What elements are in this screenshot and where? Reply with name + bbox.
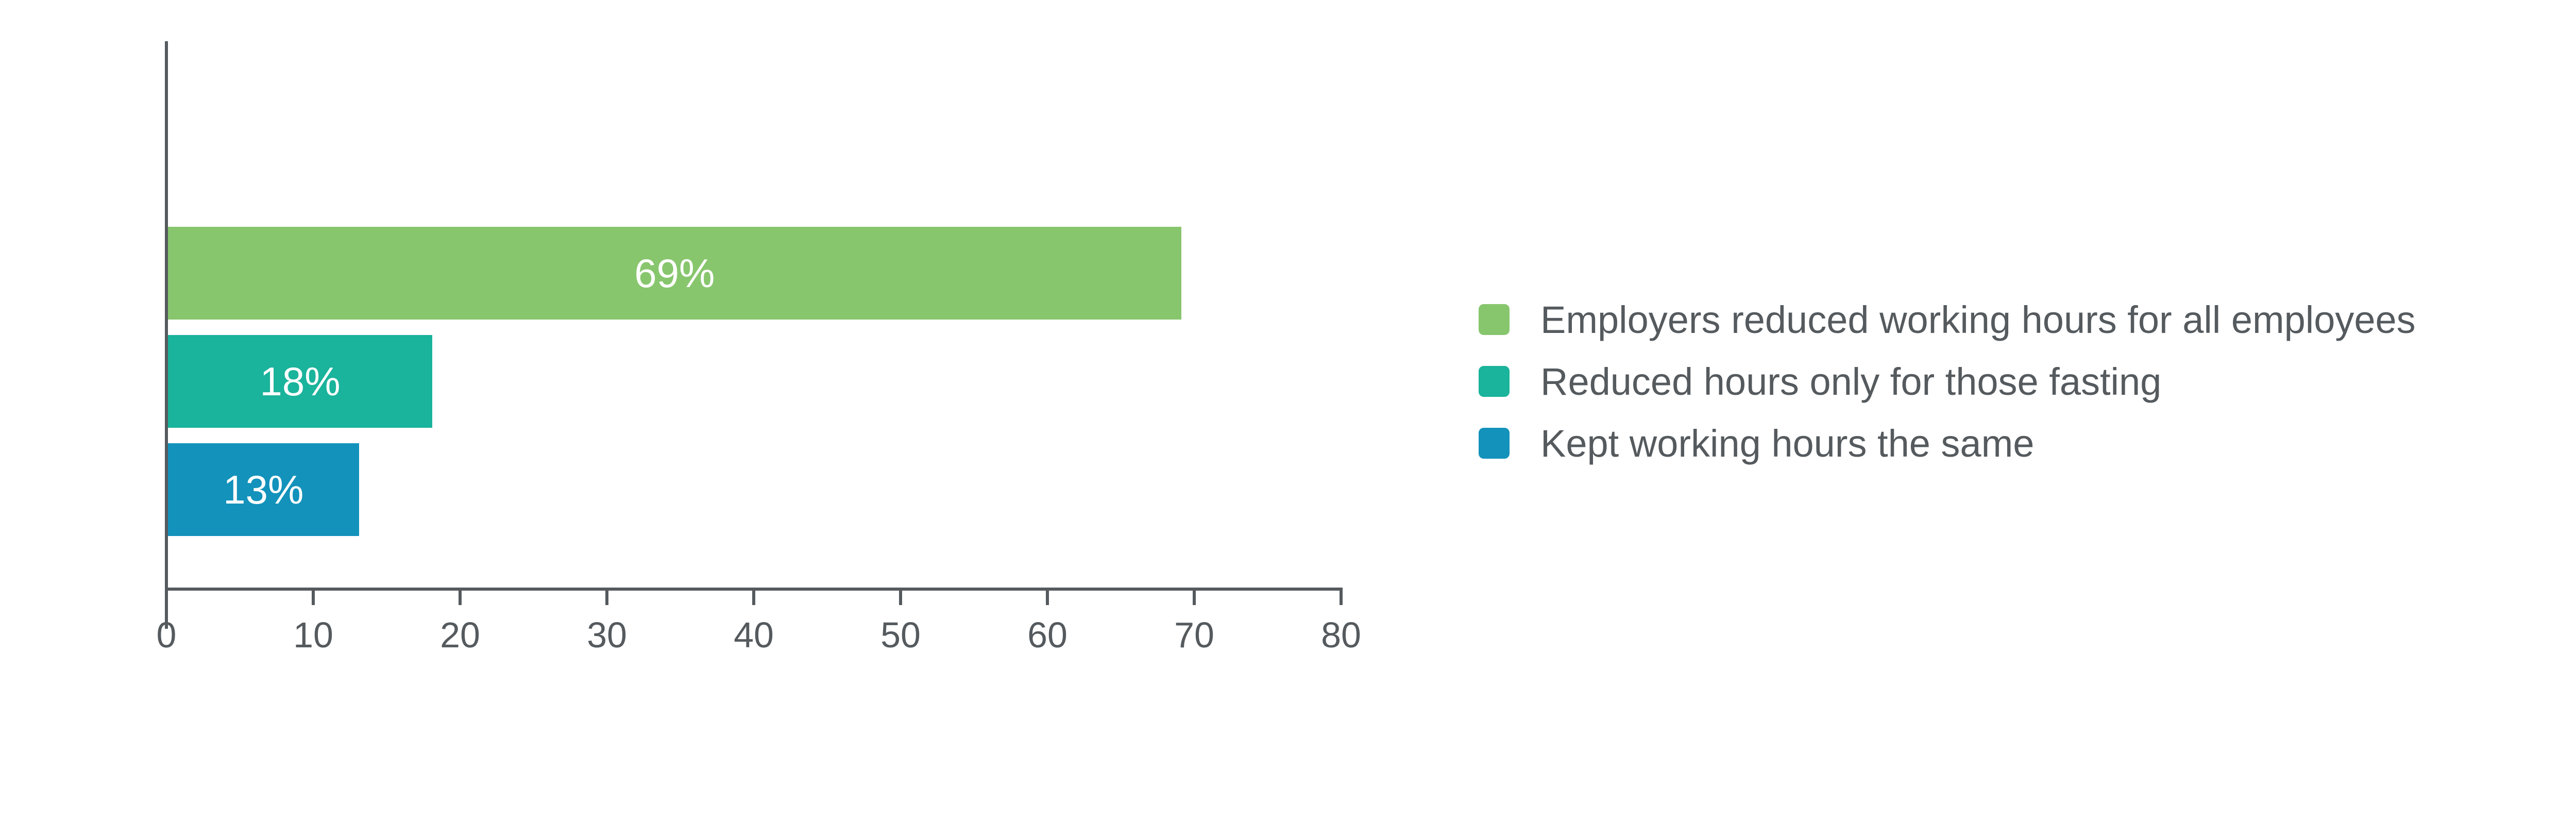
legend-item: Employers reduced working hours for all …	[1479, 289, 2416, 350]
x-tick	[165, 591, 168, 605]
x-tick	[899, 591, 902, 605]
x-tick	[1046, 591, 1049, 605]
x-tick	[1340, 591, 1343, 605]
x-tick	[1193, 591, 1196, 605]
bar-value-label: 18%	[168, 335, 432, 428]
x-tick-label: 20	[419, 614, 501, 656]
x-tick-label: 40	[713, 614, 795, 656]
x-tick-label: 60	[1006, 614, 1089, 656]
legend-label: Employers reduced working hours for all …	[1540, 298, 2416, 342]
legend-item: Kept working hours the same	[1479, 412, 2034, 474]
legend-label: Reduced hours only for those fasting	[1540, 360, 2161, 404]
x-tick	[605, 591, 608, 605]
x-tick-label: 0	[125, 614, 208, 656]
legend-swatch	[1479, 428, 1510, 459]
legend-item: Reduced hours only for those fasting	[1479, 350, 2161, 412]
x-tick	[459, 591, 462, 605]
legend-swatch	[1479, 366, 1510, 397]
x-tick-label: 10	[272, 614, 354, 656]
x-tick-label: 80	[1300, 614, 1382, 656]
bar-value-label: 13%	[168, 443, 359, 536]
x-tick	[312, 591, 315, 605]
x-tick-label: 30	[566, 614, 648, 656]
legend-swatch	[1479, 304, 1510, 335]
x-tick	[752, 591, 755, 605]
bar-value-label: 69%	[168, 227, 1181, 320]
x-tick-label: 70	[1153, 614, 1235, 656]
legend-label: Kept working hours the same	[1540, 422, 2034, 465]
legend: Employers reduced working hours for all …	[1479, 289, 2576, 474]
x-tick-label: 50	[859, 614, 942, 656]
chart-stage: 0 10 20 30 40 50 60 70 80 69% 18% 13% Employers redu…	[0, 0, 2576, 820]
